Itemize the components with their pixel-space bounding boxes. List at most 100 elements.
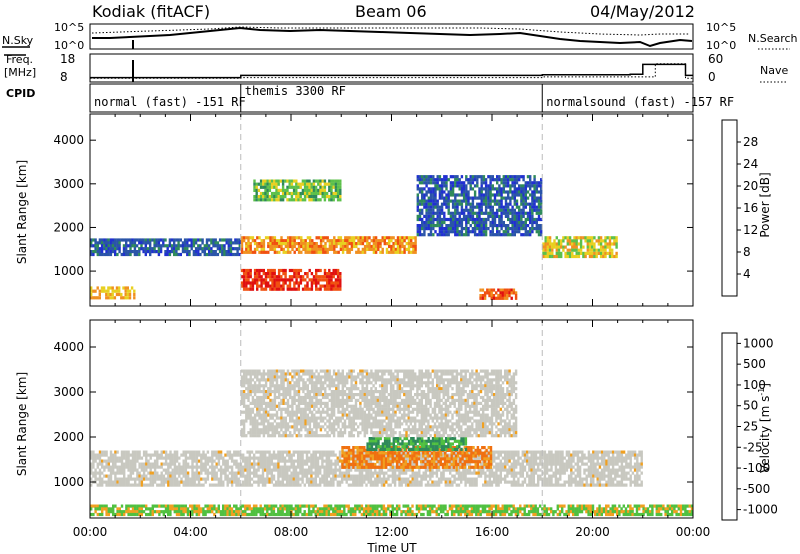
power-cell [513,187,516,191]
velocity-cell [290,459,293,463]
power-cell [604,248,607,252]
velocity-cell [171,456,174,460]
velocity-cell [120,459,124,463]
velocity-cell [530,456,533,460]
power-cell [504,227,508,231]
velocity-cell [195,459,199,463]
power-cell [540,227,543,231]
power-cell [414,250,417,254]
velocity-cell [431,453,434,457]
power-cell [449,190,453,194]
velocity-cell [319,453,322,457]
velocity-cell [191,480,194,484]
power-cell [467,190,470,194]
power-cell [286,236,290,240]
velocity-cell [563,480,566,484]
velocity-cell [387,474,390,478]
velocity-cell [609,483,613,487]
power-cell [440,217,444,222]
power-cell [467,193,470,197]
power-cell [513,178,516,182]
power-cell [295,268,298,273]
velocity-cell [250,450,254,454]
power-cell [157,238,161,242]
velocity-cell [508,465,511,469]
power-cell [271,272,274,276]
velocity-cell [526,456,529,460]
power-cell [484,199,488,203]
power-cell [454,178,457,182]
power-cell [120,252,123,257]
power-cell [262,287,265,291]
velocity-cell [230,480,234,484]
power-cell [493,193,497,197]
power-cell [238,244,241,248]
velocity-cell [230,453,234,457]
velocity-cell [404,468,408,472]
power-cell [105,250,108,254]
power-cell [297,287,300,291]
power-cell [122,252,126,257]
power-cell [491,220,494,225]
velocity-cell [393,468,397,472]
power-cell [374,239,378,243]
power-cell [476,233,479,237]
power-cell [260,268,263,273]
velocity-cell [171,474,174,478]
velocity-cell [248,456,251,460]
velocity-cell [178,465,181,469]
velocity-cell [550,477,553,481]
velocity-cell [638,468,641,472]
power-cell [421,175,424,179]
velocity-cell [451,459,454,463]
velocity-cell [589,468,593,472]
velocity-cell [134,483,137,487]
velocity-cell [607,483,610,487]
velocity-cell [594,450,597,454]
velocity-cell [376,465,379,469]
power-cell [436,211,439,215]
velocity-cell [153,465,157,469]
power-cell [427,190,430,194]
velocity-cell [103,453,106,457]
power-cell [275,284,279,288]
power-cell [208,238,211,242]
power-cell [418,227,422,231]
power-cell [381,236,384,240]
velocity-cell [184,471,188,475]
cpid-label: CPID [6,87,35,100]
power-cell [210,238,213,242]
power-cell [293,236,296,240]
power-cell [602,239,605,243]
power-cell [333,247,336,251]
velocity-cell [323,453,326,457]
power-cell [177,238,180,242]
power-cell [542,254,545,259]
velocity-cell [114,459,117,463]
power-cell [295,185,298,189]
velocity-cell [332,453,335,457]
velocity-cell [385,453,388,457]
power-cell [449,220,453,225]
power-cell [480,230,483,234]
power-cell [291,244,294,249]
power-cell [500,202,503,206]
power-cell [346,239,349,243]
power-cell [399,247,402,251]
power-cell [476,202,479,206]
power-cell [374,250,378,254]
power-cell [484,230,488,234]
velocity-cell [457,456,461,460]
velocity-cell [433,462,436,466]
power-cell [321,185,324,189]
velocity-cell [398,446,401,450]
power-cell [173,252,176,257]
velocity-cell [576,483,580,487]
velocity-cell [294,483,298,487]
power-cell [212,238,215,242]
velocity-cell [114,456,117,460]
velocity-cell [482,483,485,487]
velocity-cell [92,474,95,478]
velocity-cell [242,480,245,484]
velocity-cell [424,477,428,481]
